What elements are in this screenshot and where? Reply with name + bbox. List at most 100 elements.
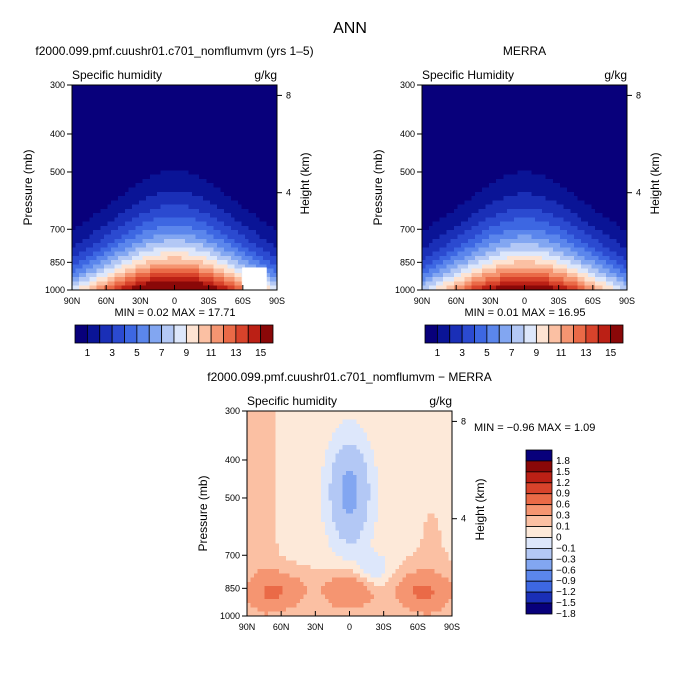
contour-cell xyxy=(220,174,225,180)
contour-cell xyxy=(259,174,264,180)
contour-cell xyxy=(556,170,561,176)
contour-cell xyxy=(241,225,246,231)
contour-cell xyxy=(227,157,232,163)
contour-cell xyxy=(241,89,246,95)
contour-cell xyxy=(460,161,466,167)
contour-cell xyxy=(517,127,522,133)
contour-cell xyxy=(252,144,257,150)
contour-cell xyxy=(623,234,628,240)
contour-cell xyxy=(513,127,519,133)
contour-cell xyxy=(471,166,476,172)
contour-cell xyxy=(245,85,250,90)
contour-cell xyxy=(139,234,144,240)
contour-cell xyxy=(602,131,607,137)
contour-cell xyxy=(153,217,158,223)
contour-cell xyxy=(132,217,137,223)
contour-cell xyxy=(128,140,133,146)
contour-cell xyxy=(453,183,458,189)
contour-cell xyxy=(170,255,176,261)
contour-cell xyxy=(100,221,105,227)
contour-cell xyxy=(132,144,137,150)
contour-cell xyxy=(429,127,434,133)
contour-cell xyxy=(206,234,211,240)
contour-cell xyxy=(542,131,547,137)
contour-cell xyxy=(595,196,600,201)
contour-cell xyxy=(485,144,490,150)
contour-cell xyxy=(238,119,243,125)
contour-cell xyxy=(125,191,130,197)
contour-cell xyxy=(482,127,487,133)
contour-cell xyxy=(128,102,133,107)
contour-cell xyxy=(93,255,98,261)
contour-cell xyxy=(114,178,119,184)
contour-cell xyxy=(89,213,94,218)
contour-cell xyxy=(121,225,126,231)
contour-cell xyxy=(100,106,105,112)
contour-cell xyxy=(566,166,572,172)
contour-cell xyxy=(142,119,147,125)
contour-cell xyxy=(216,230,222,236)
contour-cell xyxy=(216,247,222,253)
contour-cell xyxy=(489,89,494,95)
contour-cell xyxy=(206,157,211,163)
contour-cell xyxy=(100,140,105,146)
contour-cell xyxy=(245,149,250,154)
contour-cell xyxy=(467,200,473,206)
contour-cell xyxy=(199,136,204,142)
contour-cell xyxy=(156,136,161,142)
contour-cell xyxy=(269,85,275,90)
contour-cell xyxy=(475,119,480,125)
contour-cell xyxy=(213,264,218,270)
contour-cell xyxy=(114,191,119,197)
contour-cell xyxy=(89,114,94,120)
contour-cell xyxy=(167,114,172,120)
contour-cell xyxy=(475,144,480,150)
contour-cell xyxy=(156,85,161,90)
contour-cell xyxy=(96,285,101,291)
contour-cell xyxy=(220,106,225,112)
contour-cell xyxy=(591,200,596,206)
contour-cell xyxy=(160,217,165,223)
contour-cell xyxy=(542,140,547,146)
contour-cell xyxy=(202,149,207,154)
contour-cell xyxy=(149,234,154,240)
contour-cell xyxy=(517,161,522,167)
contour-cell xyxy=(457,102,462,107)
contour-cell xyxy=(103,191,108,197)
contour-cell xyxy=(153,85,158,90)
contour-cell xyxy=(100,191,105,197)
contour-cell xyxy=(110,196,116,201)
contour-cell xyxy=(178,187,183,193)
contour-cell xyxy=(517,136,522,142)
contour-cell xyxy=(570,93,575,99)
contour-cell xyxy=(531,208,536,214)
contour-cell xyxy=(467,204,473,210)
contour-cell xyxy=(209,225,214,231)
contour-cell xyxy=(570,217,575,223)
contour-cell xyxy=(570,187,575,193)
contour-cell xyxy=(149,102,154,107)
contour-cell xyxy=(192,174,197,180)
contour-cell xyxy=(619,166,625,172)
contour-cell xyxy=(117,149,123,154)
contour-cell xyxy=(167,230,172,236)
contour-cell xyxy=(167,89,172,95)
contour-cell xyxy=(128,243,133,248)
contour-cell xyxy=(591,208,596,214)
contour-cell xyxy=(209,144,214,150)
contour-cell xyxy=(96,255,101,261)
contour-cell xyxy=(223,85,229,90)
contour-cell xyxy=(460,170,466,176)
contour-cell xyxy=(269,251,275,257)
contour-cell xyxy=(528,89,533,95)
contour-cell xyxy=(269,208,275,214)
contour-cell xyxy=(453,174,458,180)
contour-cell xyxy=(86,114,91,120)
contour-cell xyxy=(178,149,183,154)
contour-cell xyxy=(139,200,144,206)
contour-cell xyxy=(255,178,260,184)
contour-cell xyxy=(609,93,614,99)
contour-cell xyxy=(163,264,169,270)
contour-cell xyxy=(584,157,589,163)
contour-cell xyxy=(443,221,448,227)
